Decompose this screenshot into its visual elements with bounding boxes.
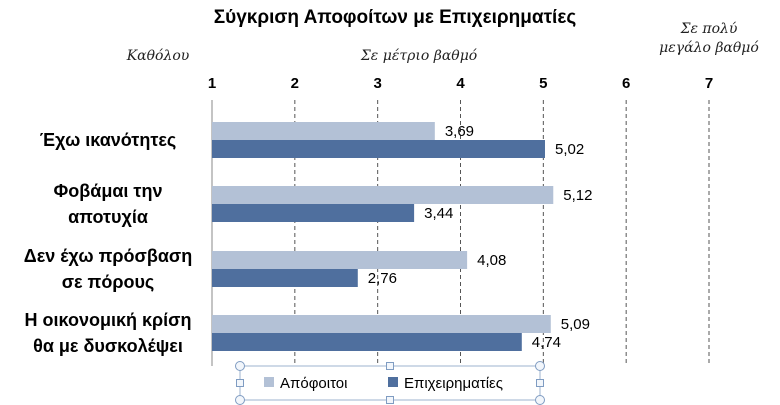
- data-label-0-3: 5,09: [561, 316, 590, 333]
- category-labels: Έχω ικανότητες Φοβάμαι την αποτυχία Δεν έχω…: [24, 130, 192, 356]
- legend[interactable]: Απόφοιτοι Επιχειρηματίες: [235, 361, 545, 405]
- legend-resize-handle-corner-0[interactable]: [235, 361, 245, 371]
- category-label-1-1: αποτυχία: [68, 207, 148, 227]
- category-label-0-0: Έχω ικανότητες: [40, 130, 177, 150]
- scale-label-1-0: Σε μέτριο βαθμό: [360, 47, 477, 64]
- category-label-3-1: θα με δυσκολέψει: [33, 336, 183, 356]
- legend-resize-handle-side-6[interactable]: [236, 379, 244, 387]
- data-label-0-1: 5,12: [563, 187, 592, 204]
- data-labels: 3,69 5,12 4,08 5,09 5,02 3,44 2,76 4,74: [368, 123, 593, 351]
- legend-resize-handle-corner-2[interactable]: [235, 395, 245, 405]
- bar-entrepreneurs-2: [212, 269, 358, 287]
- bar-entrepreneurs-3: [212, 333, 522, 351]
- bar-graduates-2: [212, 251, 468, 269]
- bar-graduates-0: [212, 122, 435, 140]
- x-tick-1: 1: [208, 75, 216, 92]
- bars: [212, 122, 554, 351]
- legend-resize-handle-side-5[interactable]: [386, 396, 394, 404]
- bar-entrepreneurs-0: [212, 140, 545, 158]
- x-tick-3: 3: [373, 75, 381, 92]
- data-label-0-2: 4,08: [477, 252, 506, 269]
- legend-resize-handle-corner-1[interactable]: [535, 361, 545, 371]
- legend-swatch-1: [388, 377, 398, 387]
- scale-labels: Καθόλου Σε μέτριο βαθμό Σε πολύ μεγάλο βαθμ…: [126, 21, 759, 64]
- legend-label-1: Επιχειρηματίες: [404, 375, 503, 392]
- x-axis-ticks: 1 2 3 4 5 6 7: [208, 75, 713, 92]
- bar-entrepreneurs-1: [212, 204, 415, 222]
- x-tick-7: 7: [705, 75, 713, 92]
- x-tick-2: 2: [291, 75, 299, 92]
- data-label-1-1: 3,44: [424, 205, 453, 222]
- data-label-0-0: 3,69: [445, 123, 474, 140]
- chart-title: Σύγκριση Αποφοίτων με Επιχειρηματίες: [214, 7, 577, 28]
- scale-label-0-0: Καθόλου: [126, 48, 190, 64]
- data-label-1-2: 2,76: [368, 270, 397, 287]
- category-label-1-0: Φοβάμαι την: [54, 181, 163, 201]
- legend-swatch-0: [264, 377, 274, 387]
- category-label-2-1: σε πόρους: [62, 272, 155, 292]
- x-tick-4: 4: [456, 75, 465, 92]
- x-tick-5: 5: [539, 75, 547, 92]
- category-label-2-0: Δεν έχω πρόσβαση: [24, 246, 192, 266]
- scale-label-2-1: μεγάλο βαθμό: [659, 40, 759, 56]
- legend-label-0: Απόφοιτοι: [280, 375, 348, 392]
- x-tick-6: 6: [622, 75, 630, 92]
- scale-label-2-0: Σε πολύ: [680, 21, 738, 37]
- data-label-1-0: 5,02: [555, 141, 584, 158]
- category-label-3-0: Η οικονομική κρίση: [25, 310, 192, 330]
- legend-resize-handle-side-7[interactable]: [536, 379, 544, 387]
- data-label-1-3: 4,74: [532, 334, 561, 351]
- legend-resize-handle-corner-3[interactable]: [535, 395, 545, 405]
- legend-resize-handle-side-4[interactable]: [386, 362, 394, 370]
- bar-graduates-1: [212, 186, 554, 204]
- bar-graduates-3: [212, 315, 551, 333]
